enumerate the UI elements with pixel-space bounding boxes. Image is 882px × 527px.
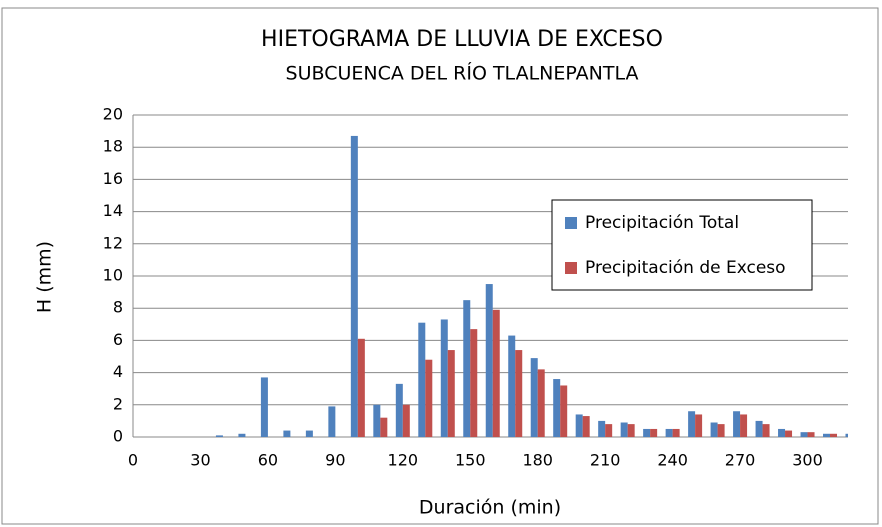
bar [283,430,291,437]
bar [845,433,848,437]
x-tick-label: 90 [325,451,345,470]
y-tick-label: 2 [113,394,123,413]
bar [395,383,403,437]
bar [463,300,471,437]
bar [733,411,741,437]
bar [530,358,538,437]
bar [575,414,583,437]
legend-swatch [565,262,577,274]
y-tick-label: 20 [103,105,123,124]
y-tick-label: 16 [103,169,123,188]
bar [823,433,831,437]
bar [485,284,493,437]
bar [665,428,673,437]
bar [447,350,455,437]
x-tick-label: 210 [590,451,621,470]
bar [717,424,725,437]
x-tick-label: 150 [455,451,486,470]
legend-swatch [565,217,577,229]
bar [830,433,838,437]
x-tick-label: 30 [190,451,210,470]
bar [373,404,381,437]
bar [260,377,268,437]
bar [695,414,703,437]
x-tick-label: 0 [128,451,138,470]
bar [440,319,448,437]
bar [785,430,793,437]
bar [620,422,628,437]
x-axis-label: Duración (min) [419,497,561,519]
chart-title: HIETOGRAMA DE LLUVIA DE EXCESO [261,27,663,52]
bar [357,338,365,437]
bar [643,428,651,437]
bar [380,417,388,437]
bar [492,309,500,437]
bar [515,350,523,437]
bar [305,430,313,437]
x-tick-label: 120 [388,451,419,470]
bar [215,435,223,437]
bar [762,424,770,437]
y-axis-label: H (mm) [34,241,56,313]
y-tick-label: 4 [113,362,123,381]
x-tick-label: 300 [792,451,823,470]
bar [807,432,815,437]
y-tick-label: 18 [103,137,123,156]
bar [238,433,246,437]
x-tick-label: 270 [725,451,756,470]
bar [598,420,606,437]
y-tick-label: 8 [113,298,123,317]
x-tick-label: 60 [258,451,278,470]
bar [425,359,433,437]
bar [688,411,696,437]
bar [650,428,658,437]
legend-label: Precipitación Total [585,213,739,233]
bar [672,428,680,437]
bar [508,335,516,437]
y-tick-label: 12 [103,233,123,252]
y-tick-label: 0 [113,427,123,446]
bar [350,135,358,437]
bars [215,135,848,437]
x-tick-label: 240 [657,451,688,470]
bar [418,322,426,437]
bar [627,424,635,437]
bar [605,424,613,437]
bar [560,385,568,437]
bar [800,432,808,437]
bar [553,379,561,437]
bar [328,406,336,437]
bar [755,420,763,437]
bar [470,329,478,437]
y-tick-label: 10 [103,266,123,285]
bar [537,369,545,437]
legend-label: Precipitación de Exceso [585,258,786,278]
bar [740,414,748,437]
y-tick-label: 14 [103,201,123,220]
bar [710,422,718,437]
bar [402,404,410,437]
bar [778,428,786,437]
x-tick-label: 180 [522,451,553,470]
legend-box [551,199,813,291]
chart-subtitle: SUBCUENCA DEL RÍO TLALNEPANTLA [286,62,639,85]
y-tick-label: 6 [113,330,123,349]
bar [582,416,590,437]
